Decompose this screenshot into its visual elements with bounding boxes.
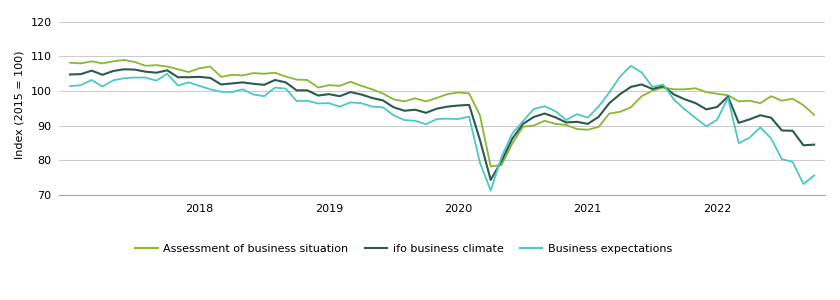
Assessment of business situation — [173, 68, 183, 71]
ifo business climate — [723, 95, 733, 98]
Assessment of business situation — [302, 78, 312, 82]
ifo business climate — [496, 159, 507, 163]
Assessment of business situation — [486, 165, 496, 168]
ifo business climate — [249, 82, 259, 85]
Assessment of business situation — [809, 113, 819, 117]
Line: Assessment of business situation: Assessment of business situation — [70, 60, 814, 166]
Assessment of business situation — [65, 61, 75, 64]
Business expectations — [238, 88, 248, 91]
Business expectations — [475, 161, 485, 164]
Y-axis label: Index (2015 = 100): Index (2015 = 100) — [15, 51, 25, 159]
ifo business climate — [65, 73, 75, 76]
ifo business climate — [486, 178, 496, 182]
Assessment of business situation — [119, 58, 129, 62]
Assessment of business situation — [389, 98, 399, 101]
Assessment of business situation — [723, 93, 733, 97]
Assessment of business situation — [496, 163, 507, 167]
Business expectations — [291, 99, 302, 103]
Legend: Assessment of business situation, ifo business climate, Business expectations: Assessment of business situation, ifo bu… — [131, 240, 677, 259]
ifo business climate — [173, 75, 183, 79]
Business expectations — [809, 174, 819, 177]
Assessment of business situation — [249, 71, 259, 75]
ifo business climate — [809, 143, 819, 146]
Business expectations — [626, 64, 636, 68]
ifo business climate — [389, 106, 399, 109]
ifo business climate — [119, 68, 129, 71]
Business expectations — [378, 106, 388, 109]
Line: ifo business climate: ifo business climate — [70, 69, 814, 180]
ifo business climate — [302, 88, 312, 92]
Business expectations — [486, 189, 496, 192]
Business expectations — [162, 72, 172, 76]
Business expectations — [723, 96, 733, 100]
Business expectations — [65, 84, 75, 88]
Line: Business expectations: Business expectations — [70, 66, 814, 190]
